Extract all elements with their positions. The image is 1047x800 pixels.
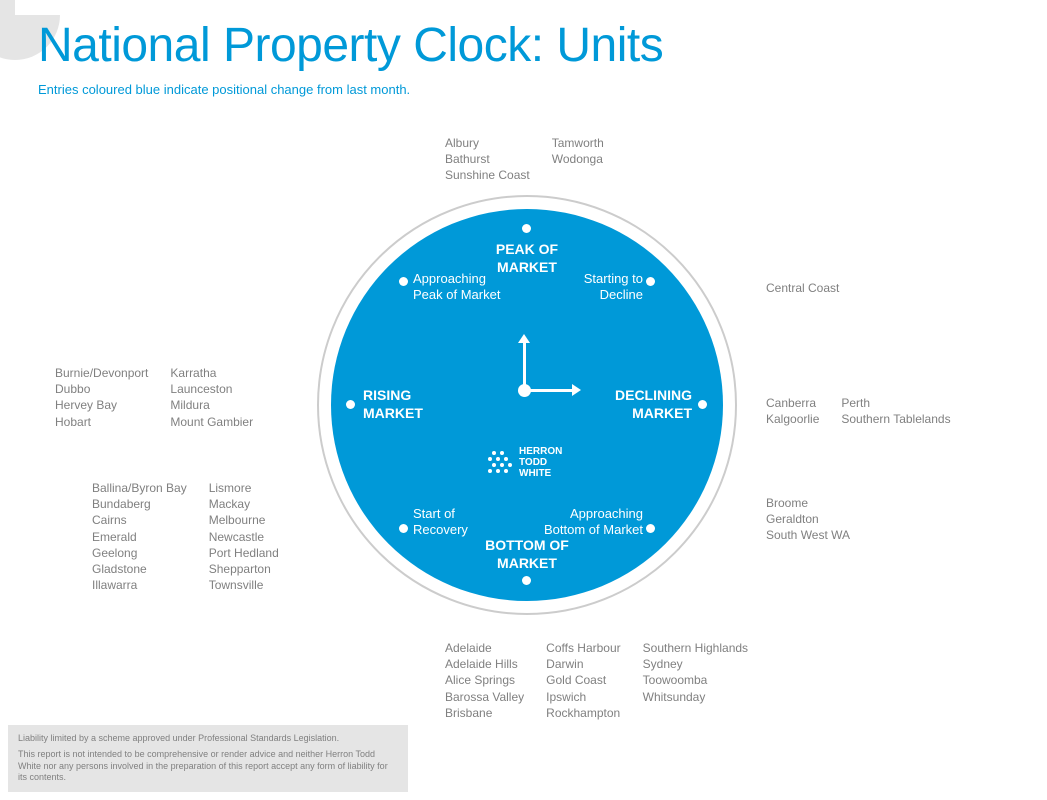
city-column: AdelaideAdelaide HillsAlice SpringsBaros… <box>445 640 524 721</box>
city-item: Cairns <box>92 512 187 528</box>
label-peak: PEAK OFMARKET <box>331 241 723 276</box>
city-column: Burnie/DevonportDubboHervey BayHobart <box>55 365 148 430</box>
city-item: Adelaide <box>445 640 524 656</box>
city-column: BroomeGeraldtonSouth West WA <box>766 495 850 544</box>
dot-bottom <box>522 576 531 585</box>
label-start-recovery: Start ofRecovery <box>413 506 468 539</box>
city-column: TamworthWodonga <box>552 135 604 167</box>
city-item: Sydney <box>643 656 748 672</box>
property-clock: PEAK OFMARKET ApproachingPeak of Market … <box>317 195 737 615</box>
label-starting-decline: Starting toDecline <box>573 271 643 304</box>
disclaimer-box: Liability limited by a scheme approved u… <box>8 725 408 792</box>
city-item: Alice Springs <box>445 672 524 688</box>
city-column: KarrathaLauncestonMilduraMount Gambier <box>170 365 253 430</box>
cities-starting-decline: Central Coast <box>766 280 839 296</box>
city-item: Mount Gambier <box>170 414 253 430</box>
city-item: Geraldton <box>766 511 850 527</box>
city-item: Tamworth <box>552 135 604 151</box>
city-item: South West WA <box>766 527 850 543</box>
cities-bottom: AdelaideAdelaide HillsAlice SpringsBaros… <box>445 640 748 721</box>
cities-rising: Burnie/DevonportDubboHervey BayHobart Kar… <box>55 365 253 430</box>
city-item: Barossa Valley <box>445 689 524 705</box>
city-item: Lismore <box>209 480 279 496</box>
city-item: Melbourne <box>209 512 279 528</box>
city-item: Kalgoorlie <box>766 411 819 427</box>
disclaimer-line2: This report is not intended to be compre… <box>18 749 398 784</box>
city-item: Toowoomba <box>643 672 748 688</box>
disclaimer-line1: Liability limited by a scheme approved u… <box>18 733 398 745</box>
label-approaching-bottom: ApproachingBottom of Market <box>531 506 643 539</box>
city-item: Adelaide Hills <box>445 656 524 672</box>
city-item: Bundaberg <box>92 496 187 512</box>
cities-peak: AlburyBathurstSunshine Coast TamworthWodo… <box>445 135 604 184</box>
city-column: Southern HighlandsSydneyToowoombaWhitsun… <box>643 640 748 705</box>
city-item: Dubbo <box>55 381 148 397</box>
page-subtitle: Entries coloured blue indicate positiona… <box>38 82 410 97</box>
city-item: Wodonga <box>552 151 604 167</box>
city-column: PerthSouthern Tablelands <box>841 395 950 427</box>
logo-text: HERRON TODD WHITE <box>519 446 562 479</box>
city-item: Ipswich <box>546 689 620 705</box>
city-item: Mildura <box>170 397 253 413</box>
herron-todd-white-logo: HERRON TODD WHITE <box>486 446 562 479</box>
city-item: Burnie/Devonport <box>55 365 148 381</box>
dot-start-recovery <box>399 524 408 533</box>
label-approaching-peak: ApproachingPeak of Market <box>413 271 500 304</box>
city-item: Sunshine Coast <box>445 167 530 183</box>
city-column: CanberraKalgoorlie <box>766 395 819 427</box>
city-item: Perth <box>841 395 950 411</box>
city-item: Whitsunday <box>643 689 748 705</box>
label-rising: RISINGMARKET <box>363 387 423 422</box>
cities-declining: CanberraKalgoorlie PerthSouthern Tablelan… <box>766 395 951 427</box>
city-item: Illawarra <box>92 577 187 593</box>
city-item: Gladstone <box>92 561 187 577</box>
city-item: Central Coast <box>766 280 839 296</box>
city-item: Karratha <box>170 365 253 381</box>
city-item: Emerald <box>92 529 187 545</box>
city-item: Rockhampton <box>546 705 620 721</box>
city-column: AlburyBathurstSunshine Coast <box>445 135 530 184</box>
city-item: Broome <box>766 495 850 511</box>
city-column: Central Coast <box>766 280 839 296</box>
city-item: Southern Tablelands <box>841 411 950 427</box>
city-item: Albury <box>445 135 530 151</box>
dot-approaching-bottom <box>646 524 655 533</box>
city-item: Southern Highlands <box>643 640 748 656</box>
clock-hand-center <box>518 384 531 397</box>
label-declining: DECLININGMARKET <box>607 387 692 422</box>
dot-starting-decline <box>646 277 655 286</box>
city-item: Brisbane <box>445 705 524 721</box>
cities-approaching-bottom: BroomeGeraldtonSouth West WA <box>766 495 850 544</box>
city-item: Shepparton <box>209 561 279 577</box>
city-item: Newcastle <box>209 529 279 545</box>
city-item: Bathurst <box>445 151 530 167</box>
dot-approaching-peak <box>399 277 408 286</box>
page-title: National Property Clock: Units <box>38 18 663 73</box>
dot-rising <box>346 400 355 409</box>
dot-peak <box>522 224 531 233</box>
clock-inner-circle: PEAK OFMARKET ApproachingPeak of Market … <box>331 209 723 601</box>
city-item: Gold Coast <box>546 672 620 688</box>
city-column: Coffs HarbourDarwinGold CoastIpswichRock… <box>546 640 620 721</box>
city-item: Geelong <box>92 545 187 561</box>
city-item: Darwin <box>546 656 620 672</box>
city-item: Townsville <box>209 577 279 593</box>
city-column: LismoreMackayMelbourneNewcastlePort Hedl… <box>209 480 279 593</box>
city-item: Coffs Harbour <box>546 640 620 656</box>
city-item: Hobart <box>55 414 148 430</box>
city-item: Mackay <box>209 496 279 512</box>
city-item: Canberra <box>766 395 819 411</box>
city-item: Port Hedland <box>209 545 279 561</box>
city-item: Launceston <box>170 381 253 397</box>
cities-start-recovery: Ballina/Byron BayBundabergCairnsEmeraldG… <box>92 480 279 593</box>
label-bottom: BOTTOM OFMARKET <box>331 537 723 572</box>
city-item: Ballina/Byron Bay <box>92 480 187 496</box>
city-item: Hervey Bay <box>55 397 148 413</box>
dot-declining <box>698 400 707 409</box>
city-column: Ballina/Byron BayBundabergCairnsEmeraldG… <box>92 480 187 593</box>
logo-icon <box>486 449 514 477</box>
